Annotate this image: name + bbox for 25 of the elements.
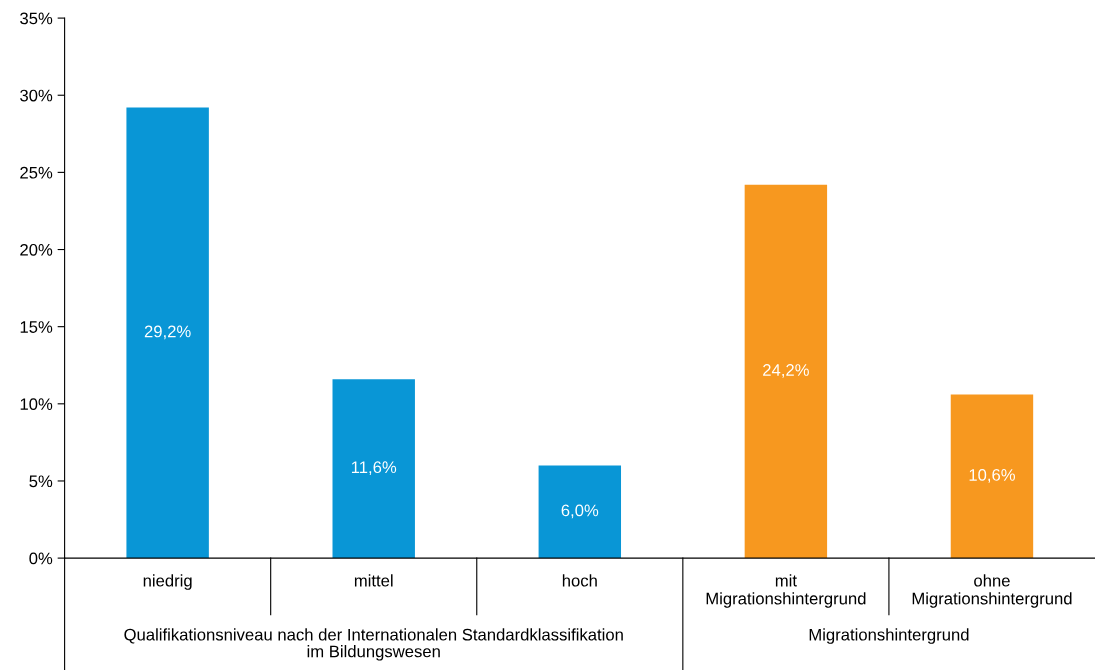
y-tick-label: 20% [20,243,53,256]
bar [126,107,209,559]
y-tick-label: 35% [20,12,53,25]
y-tick-label: 25% [20,166,53,179]
y-tick-label: 15% [20,321,53,333]
text: Migrationshintergrund [809,628,969,644]
x-tick-label: ohne Migrationshintergrund [912,574,1072,608]
data-label: 29,2% [144,325,191,340]
y-tick-label: 5% [29,475,53,488]
y-tick-label: 10% [20,398,53,411]
x-tick-label: mit Migrationshintergrund [706,574,866,608]
bar [744,184,828,559]
data-label: 10,6% [969,469,1015,483]
x-tick-label: hoch [562,574,597,587]
y-tick-label: 30% [20,89,53,102]
data-label: 6,0% [561,504,599,519]
data-label: 11,6% [351,461,397,476]
bar [538,465,622,559]
x-tick-label: niedrig [143,574,192,590]
text: Qualifikationsniveau nach der Internationalen Standardklassifikation im Bildungswesen [124,628,623,661]
bar [950,394,1034,559]
data-label: 24,2% [763,364,809,378]
bar [332,379,415,559]
y-tick-label: 0% [29,552,53,565]
x-tick-label: mittel [354,574,393,587]
